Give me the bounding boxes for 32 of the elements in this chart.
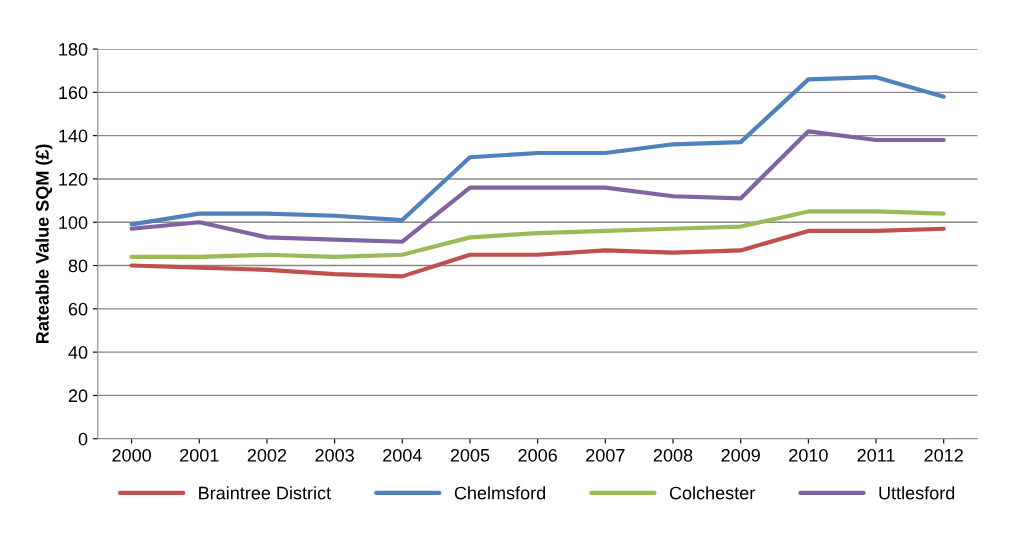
y-tick-label: 60 — [68, 302, 88, 316]
x-tick-label: 2009 — [721, 448, 760, 462]
y-tick-label: 20 — [68, 389, 88, 403]
x-tick-label: 2011 — [857, 448, 895, 462]
y-tick-label: 0 — [78, 432, 88, 446]
x-tick-label: 2005 — [450, 448, 490, 462]
x-tick-label: 2006 — [518, 448, 557, 462]
x-tick-label: 2002 — [247, 448, 287, 462]
x-tick-label: 2007 — [586, 448, 625, 462]
line-series — [129, 75, 946, 227]
y-tick-label: 80 — [68, 259, 88, 273]
x-tick-label: 2001 — [180, 448, 219, 462]
x-tick-label: 2004 — [383, 448, 422, 462]
y-tick-label: 140 — [59, 129, 88, 143]
legend-label: Braintree District — [199, 486, 331, 500]
y-tick-label: 100 — [59, 216, 88, 229]
x-tick-label: 2010 — [789, 448, 828, 462]
legend-label: Uttlesford — [879, 486, 955, 500]
x-tick-label: 2008 — [653, 448, 693, 462]
y-axis-title: Rateable Value SQM (£) — [35, 144, 53, 344]
line-series — [129, 129, 946, 244]
x-tick-label: 2000 — [112, 448, 151, 462]
y-tick-label: 120 — [59, 172, 88, 186]
legend-label: Colchester — [669, 486, 755, 500]
line-series — [129, 209, 946, 259]
x-tick-label: 2003 — [315, 448, 354, 462]
line-series — [129, 226, 946, 279]
x-tick-label: 2012 — [924, 448, 963, 462]
y-tick-label: 40 — [68, 346, 88, 359]
legend-label: Chelmsford — [454, 486, 546, 500]
y-tick-label: 180 — [59, 42, 88, 56]
y-tick-label: 160 — [59, 86, 88, 100]
